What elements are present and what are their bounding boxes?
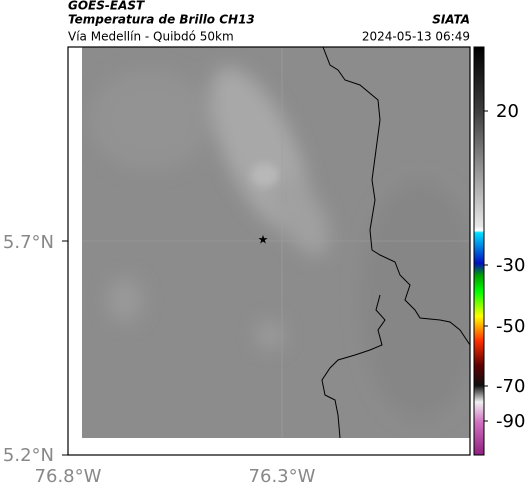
map-frame — [67, 46, 471, 456]
subtitle: Vía Medellín - Quibdó 50km — [68, 30, 234, 44]
colorbar-ticks — [484, 110, 488, 422]
lat-label: 5.2°N — [3, 445, 54, 466]
lon-label: 76.3°W — [249, 466, 316, 487]
colorbar-label: -50 — [496, 316, 525, 337]
satellite-image: ★ — [82, 47, 470, 438]
lon-label: 76.8°W — [35, 466, 102, 487]
title: Temperatura de Brillo CH13 — [68, 13, 255, 27]
colorbar-label: 20 — [496, 101, 519, 122]
colorbar — [473, 46, 485, 456]
credit: SIATA — [432, 13, 470, 27]
colorbar-label: -70 — [496, 376, 525, 397]
colorbar-label: -30 — [496, 255, 525, 276]
city-marker: ★ — [258, 233, 269, 247]
colorbar-label: -90 — [496, 411, 525, 432]
source: GOES-EAST — [68, 0, 145, 13]
timestamp: 2024-05-13 06:49 — [362, 30, 470, 44]
lat-label: 5.7°N — [3, 232, 54, 253]
